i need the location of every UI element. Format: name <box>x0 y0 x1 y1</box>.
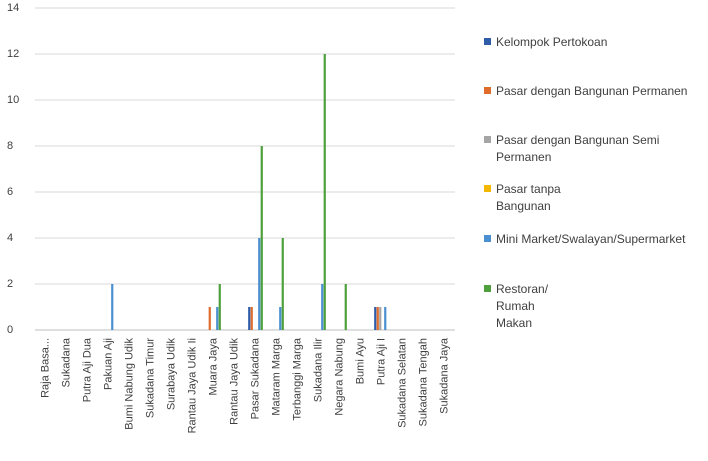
legend-label: Mini Market/Swalayan/Supermarket <box>496 232 686 246</box>
x-tick-label: Sukadana Selatan <box>396 338 408 428</box>
x-tick-label: Pakuan Aji <box>102 338 114 390</box>
legend-label: Pasar tanpa Bangunan <box>496 182 561 213</box>
bar <box>323 54 326 330</box>
legend-swatch <box>484 136 491 143</box>
bar <box>321 284 324 330</box>
x-tick-label: Mataram Marga <box>270 337 282 416</box>
bar <box>250 307 253 330</box>
x-tick-label: Raja Basa... <box>39 338 51 398</box>
legend-label: Pasar dengan Bangunan Semi Permanen <box>496 133 660 164</box>
x-tick-label: Rantau Jaya Udik Ii <box>186 338 198 433</box>
y-tick-label: 14 <box>7 2 19 14</box>
bar <box>260 146 263 330</box>
x-tick-label: Terbanggi Marga <box>291 337 303 420</box>
legend-item: Pasar tanpa Bangunan <box>484 181 574 215</box>
legend-label: Pasar dengan Bangunan Permanen <box>496 84 688 98</box>
bar <box>384 307 387 330</box>
bar <box>218 284 221 330</box>
bar <box>111 284 114 330</box>
x-tick-label: Muara Jaya <box>207 337 219 395</box>
x-tick-label: Sukadana <box>60 337 72 387</box>
bar <box>281 238 284 330</box>
bar <box>279 307 282 330</box>
y-tick-label: 4 <box>7 232 13 244</box>
bar <box>374 307 377 330</box>
y-tick-label: 10 <box>7 94 19 106</box>
y-tick-label: 12 <box>7 48 19 60</box>
legend-swatch <box>484 38 491 45</box>
legend-item: Pasar dengan Bangunan Semi Permanen <box>484 132 674 166</box>
y-tick-label: 6 <box>7 186 13 198</box>
x-tick-label: Pasar Sukadana <box>249 337 261 419</box>
x-tick-label: Putra Aji I <box>375 338 387 385</box>
bar <box>258 238 261 330</box>
legend-item: Pasar dengan Bangunan Permanen <box>484 83 708 100</box>
x-tick-label: Sukadana Ilir <box>312 338 324 403</box>
bar <box>376 307 379 330</box>
bar <box>248 307 251 330</box>
x-tick-label: Bumi Nabung Udik <box>123 338 135 430</box>
legend-label: Kelompok Pertokoan <box>496 35 608 49</box>
legend-swatch <box>484 285 491 292</box>
x-tick-label: Putra Aji Dua <box>81 337 93 402</box>
legend-swatch <box>484 87 491 94</box>
legend-label: Restoran/ Rumah Makan <box>496 282 549 330</box>
x-tick-label: Rantau Jaya Udik <box>228 338 240 425</box>
legend-swatch <box>484 185 491 192</box>
x-tick-label: Surabaya Udik <box>165 338 177 411</box>
y-tick-label: 8 <box>7 140 13 152</box>
x-tick-label: Bumi Ayu <box>354 338 366 384</box>
legend-swatch <box>484 235 491 242</box>
x-tick-label: Sukadana Jaya <box>438 337 450 414</box>
bar <box>379 307 382 330</box>
bar <box>208 307 211 330</box>
legend-item: Kelompok Pertokoan <box>484 34 708 51</box>
bar <box>216 307 219 330</box>
x-tick-label: Negara Nabung <box>333 338 345 416</box>
y-tick-label: 0 <box>7 324 13 336</box>
legend-item: Mini Market/Swalayan/Supermarket <box>484 231 708 248</box>
legend-item: Restoran/ Rumah Makan <box>484 281 574 332</box>
y-tick-label: 2 <box>7 278 13 290</box>
x-tick-label: Sukadana Timur <box>144 338 156 418</box>
x-tick-label: Sukadana Tengah <box>417 338 429 427</box>
bar <box>344 284 347 330</box>
